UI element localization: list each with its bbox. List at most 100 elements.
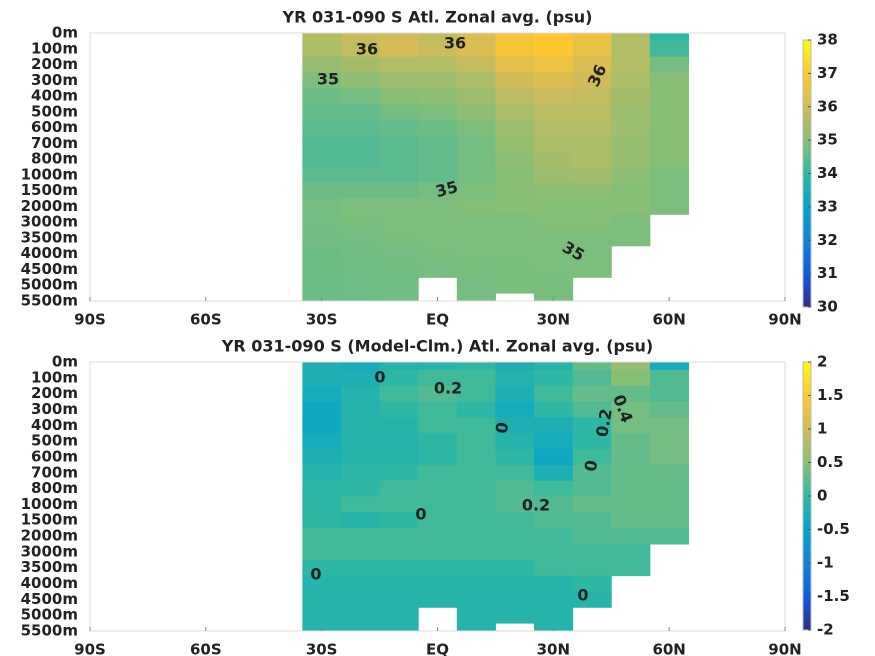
heat-cell xyxy=(379,464,419,482)
heat-cell xyxy=(534,33,574,42)
colorbar-slice xyxy=(803,192,811,196)
colorbar-slice xyxy=(803,458,811,462)
colorbar-slice xyxy=(803,461,811,465)
colorbar-slice xyxy=(803,364,811,368)
heat-cell xyxy=(340,543,381,561)
heat-cell xyxy=(495,182,535,200)
colorbar-slice xyxy=(803,608,811,612)
heat-cell xyxy=(495,401,535,418)
heat-cell xyxy=(456,33,496,42)
heat-cell xyxy=(572,182,612,200)
colorbar-slice xyxy=(803,549,811,553)
heat-cell xyxy=(418,543,458,561)
colorbar-slice xyxy=(803,96,811,100)
heat-cell xyxy=(649,480,689,497)
heat-cell xyxy=(534,575,574,592)
colorbar-tick-label: 32 xyxy=(817,231,838,249)
colorbar-slice xyxy=(803,248,811,252)
heat-cell xyxy=(495,607,535,624)
colorbar-slice xyxy=(803,173,811,177)
heat-cell xyxy=(495,230,535,247)
heat-cell xyxy=(379,591,419,608)
heat-cell xyxy=(572,103,612,121)
colorbar-slice xyxy=(803,240,811,244)
colorbar-slice xyxy=(803,627,811,631)
colorbar-slice xyxy=(803,200,811,204)
colorbar-slice xyxy=(803,546,811,551)
heat-cell xyxy=(534,88,574,105)
colorbar-slice xyxy=(803,250,811,255)
colorbar-slice xyxy=(803,501,811,505)
colorbar-slice xyxy=(803,45,811,49)
heat-cell xyxy=(611,543,651,561)
heat-cell xyxy=(456,480,496,497)
heat-cell xyxy=(340,88,381,105)
heat-cell xyxy=(572,198,612,215)
heat-cell xyxy=(495,214,535,231)
contour-label: 0.2 xyxy=(592,407,616,438)
colorbar-tick-label: 1 xyxy=(817,420,827,438)
heat-cell xyxy=(649,56,689,73)
heat-cell xyxy=(572,245,612,263)
heat-cell xyxy=(456,512,496,529)
heat-cell xyxy=(611,198,651,215)
heat-cell xyxy=(572,119,612,136)
heat-cell xyxy=(340,72,381,89)
heat-cell xyxy=(379,512,419,529)
y-tick-label: 5500m xyxy=(21,622,78,640)
colorbar-slice xyxy=(803,426,811,430)
colorbar-slice xyxy=(803,420,811,425)
colorbar-slice xyxy=(803,213,811,217)
heat-cell xyxy=(534,528,574,545)
colorbar-slice xyxy=(803,504,811,508)
colorbar-tick-label: -1.5 xyxy=(817,587,850,605)
heat-cell xyxy=(611,135,651,152)
heat-cell xyxy=(456,151,496,168)
heat-cell xyxy=(649,496,689,513)
colorbar-slice xyxy=(803,463,811,468)
x-tick-label: 30N xyxy=(537,641,570,656)
colorbar-slice xyxy=(803,264,811,268)
colorbar-tick-label: 0 xyxy=(817,487,827,505)
colorbar-slice xyxy=(803,88,811,92)
heat-cell xyxy=(495,369,535,387)
colorbar-slice xyxy=(803,85,811,89)
heat-cell xyxy=(456,103,496,121)
colorbar-tick-label: 35 xyxy=(817,131,838,149)
colorbar-slice xyxy=(803,64,811,68)
heat-cell xyxy=(456,401,496,418)
heat-cell xyxy=(649,88,689,105)
heat-cell xyxy=(302,559,342,577)
heat-cell xyxy=(302,369,342,387)
contour-label: 0.2 xyxy=(522,496,550,515)
heat-cell xyxy=(495,362,535,371)
colorbar-slice xyxy=(803,69,811,73)
heat-cell xyxy=(495,56,535,73)
heat-cell xyxy=(534,480,574,497)
colorbar-slice xyxy=(803,221,811,225)
heat-cell xyxy=(649,401,689,418)
heat-cell xyxy=(649,119,689,136)
heat-cell xyxy=(572,33,612,42)
colorbar-slice xyxy=(803,288,811,292)
heat-cell xyxy=(534,245,574,263)
heat-cell xyxy=(418,135,458,152)
colorbar-slice xyxy=(803,571,811,575)
x-tick-label: 90S xyxy=(74,311,106,329)
colorbar-slice xyxy=(803,261,811,265)
colorbar-slice xyxy=(803,205,811,209)
heat-cell xyxy=(302,362,342,371)
colorbar-slice xyxy=(803,520,811,524)
colorbar-slice xyxy=(803,56,811,60)
heat-cell xyxy=(534,103,574,121)
colorbar-slice xyxy=(803,117,811,121)
heat-cell xyxy=(495,72,535,89)
heat-cell xyxy=(340,230,381,247)
colorbar-slice xyxy=(803,272,811,276)
colorbar-slice xyxy=(803,146,811,150)
colorbar-slice xyxy=(803,168,811,172)
heat-cell xyxy=(379,433,419,450)
colorbar-slice xyxy=(803,584,811,588)
heat-cell xyxy=(379,417,419,434)
heat-cell xyxy=(495,119,535,136)
